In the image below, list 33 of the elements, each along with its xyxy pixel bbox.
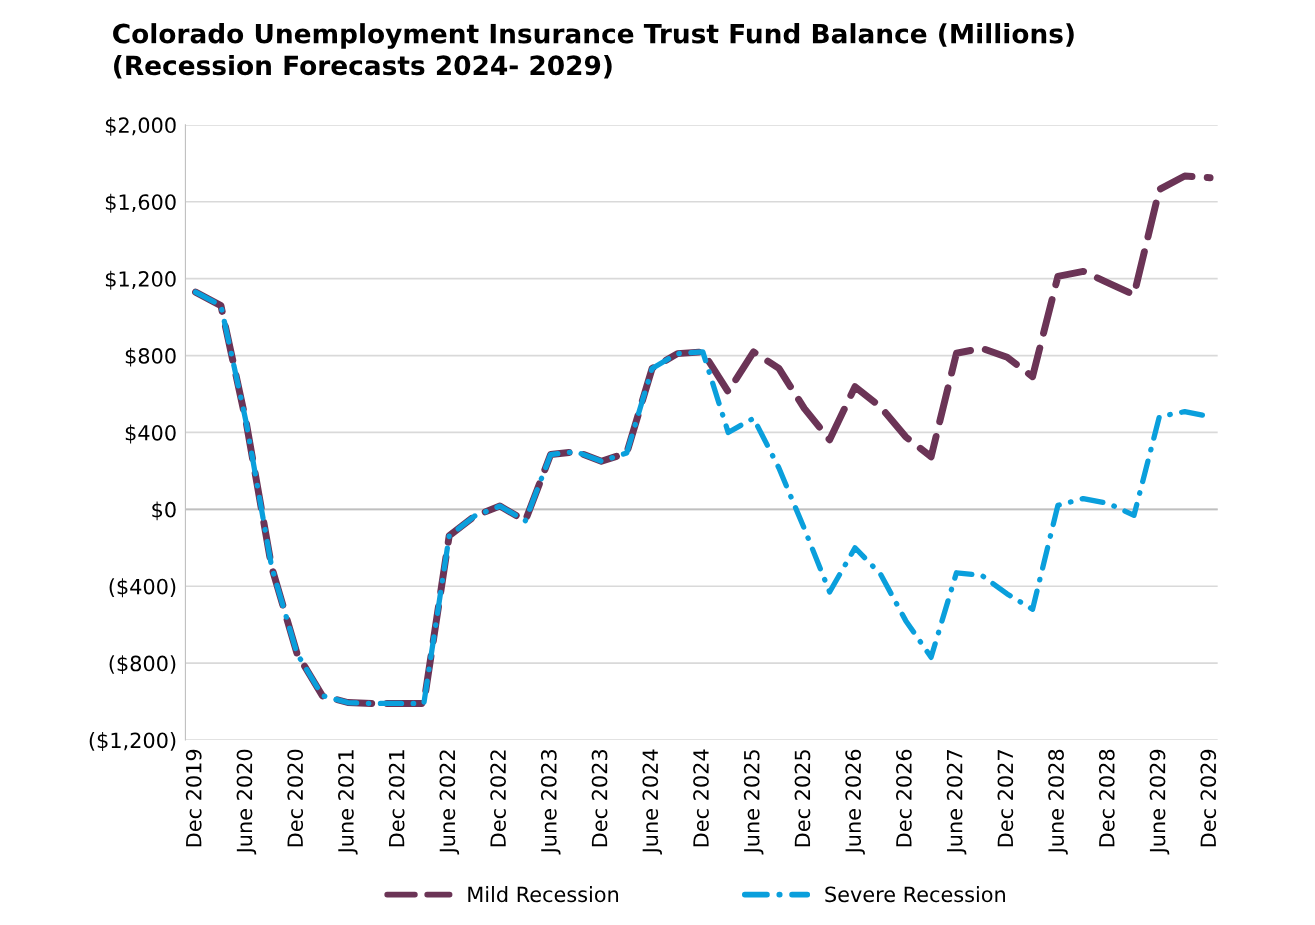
x-tick-label: Dec 2022 xyxy=(490,750,506,847)
y-tick-label: $2,000 xyxy=(105,116,176,136)
x-tick-label: Dec 2027 xyxy=(997,750,1014,847)
legend-label: Severe Recession xyxy=(825,886,1005,903)
x-tick-label: Dec 2021 xyxy=(388,750,405,847)
x-tick-label: June 2027 xyxy=(946,750,967,855)
x-tick-label: June 2023 xyxy=(540,750,561,855)
x-tick-label: June 2021 xyxy=(338,750,358,855)
x-tick-label: June 2022 xyxy=(439,750,460,855)
x-tick-label: June 2026 xyxy=(845,749,865,855)
x-tick-label: June 2025 xyxy=(743,750,764,855)
y-tick-label: $400 xyxy=(125,424,176,444)
x-tick-label: Dec 2026 xyxy=(896,749,912,847)
x-tick-label: Dec 2024 xyxy=(693,749,709,847)
x-tick-label: June 2024 xyxy=(642,749,663,855)
x-tick-label: Dec 2025 xyxy=(794,750,811,847)
legend-label: Mild Recession xyxy=(468,886,619,903)
x-tick-label: June 2029 xyxy=(1149,749,1170,855)
x-tick-label: June 2028 xyxy=(1048,749,1068,855)
y-tick-label: ($800) xyxy=(109,655,176,675)
y-tick-label: $0 xyxy=(152,501,176,521)
x-tick-label: Dec 2029 xyxy=(1200,749,1217,847)
x-tick-label: June 2020 xyxy=(236,749,257,855)
y-tick-label: $1,200 xyxy=(105,270,176,290)
x-tick-label: Dec 2020 xyxy=(287,749,304,847)
chart-title: Colorado Unemployment Insurance Trust Fund Balance (Millions) (Recession Forecasts 2024- 2029) xyxy=(113,23,1074,79)
y-tick-label: ($400) xyxy=(109,578,176,598)
y-tick-label: $1,600 xyxy=(105,193,176,213)
y-tick-label: $800 xyxy=(125,347,176,367)
x-tick-label: Dec 2023 xyxy=(591,750,608,847)
y-tick-label: ($1,200) xyxy=(89,732,176,751)
x-tick-label: Dec 2019 xyxy=(185,749,202,847)
x-tick-label: Dec 2028 xyxy=(1098,749,1115,847)
